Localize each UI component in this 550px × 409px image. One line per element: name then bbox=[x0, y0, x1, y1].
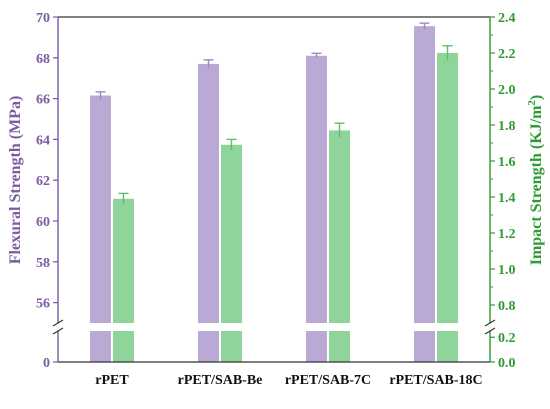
impact-bar-2 bbox=[221, 144, 242, 362]
left-lower-tick-label-0: 0 bbox=[43, 356, 50, 371]
right-tick-label-1.2: 1.2 bbox=[498, 227, 516, 242]
flexural-bar-2 bbox=[198, 63, 219, 363]
right-axis-title-end: ) bbox=[528, 95, 545, 100]
flexural-bar-1 bbox=[90, 95, 111, 362]
right-tick-label-1.4: 1.4 bbox=[498, 191, 516, 206]
right-tick-label-1.0: 1.0 bbox=[498, 263, 516, 278]
right-tick-label-0.8: 0.8 bbox=[498, 299, 516, 314]
category-label-4: rPET/SAB-18C bbox=[389, 373, 482, 388]
left-break-mark-1 bbox=[52, 319, 64, 327]
labels-layer: rPET rPET/SAB-Be rPET/SAB-7C rPET/SAB-18C Fl… bbox=[7, 95, 545, 388]
right-lower-tick-label-0.2: 0.2 bbox=[498, 331, 516, 346]
category-label-1: rPET bbox=[95, 373, 129, 388]
impact-bar-4 bbox=[437, 53, 458, 362]
category-label-3: rPET/SAB-7C bbox=[285, 373, 371, 388]
right-tick-label-2.0: 2.0 bbox=[498, 83, 516, 98]
right-break-mark-2 bbox=[484, 327, 496, 335]
right-axis-title-main: Impact Strength (KJ/m bbox=[528, 105, 545, 265]
left-tick-label-70: 70 bbox=[36, 11, 50, 26]
impact-bar-3 bbox=[329, 130, 350, 362]
left-tick-label-62: 62 bbox=[36, 174, 50, 189]
impact-bar-1 bbox=[113, 198, 134, 362]
left-tick-label-58: 58 bbox=[36, 256, 50, 271]
left-break-mark-2 bbox=[52, 327, 64, 335]
flexural-bar-4 bbox=[414, 26, 435, 363]
right-lower-tick-label-0.0: 0.0 bbox=[498, 356, 516, 371]
right-axis-title-sup: 2 bbox=[526, 100, 538, 106]
left-tick-label-68: 68 bbox=[36, 52, 50, 67]
bars-layer bbox=[90, 26, 458, 363]
right-tick-label-2.2: 2.2 bbox=[498, 47, 516, 62]
right-break-mark-1 bbox=[484, 319, 496, 327]
right-tick-label-1.8: 1.8 bbox=[498, 119, 516, 134]
axis-break-band bbox=[50, 323, 498, 331]
left-tick-label-64: 64 bbox=[36, 133, 50, 148]
right-tick-label-1.6: 1.6 bbox=[498, 155, 516, 170]
right-tick-label-2.4: 2.4 bbox=[498, 11, 516, 26]
left-tick-label-66: 66 bbox=[36, 93, 50, 108]
flexural-bar-3 bbox=[306, 55, 327, 362]
axes-layer bbox=[50, 16, 498, 363]
left-axis-title: Flexural Strength (MPa) bbox=[7, 96, 24, 265]
ticks-layer: 56 58 60 62 64 66 68 70 0 0.8 1.0 1.2 1.4 1.6 1.8 2.0 2.… bbox=[36, 11, 516, 371]
error-bars-layer bbox=[95, 22, 453, 205]
right-axis-title: Impact Strength (KJ/m2) bbox=[526, 95, 545, 266]
left-tick-label-56: 56 bbox=[36, 297, 50, 312]
category-label-2: rPET/SAB-Be bbox=[178, 373, 263, 388]
left-tick-label-60: 60 bbox=[36, 215, 50, 230]
